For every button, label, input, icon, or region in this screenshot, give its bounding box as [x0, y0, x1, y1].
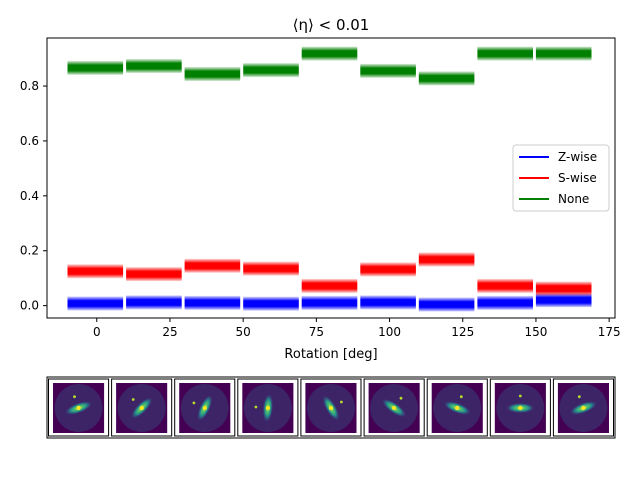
bar-s-wise-2: [184, 258, 241, 273]
galaxy-core: [139, 405, 144, 411]
star-dot: [518, 394, 522, 398]
galaxy-core: [518, 405, 523, 411]
bar-none-4: [301, 46, 358, 61]
thumbnail-strip-frame: [46, 376, 616, 439]
x-tick-label: 0: [93, 325, 101, 339]
x-axis-label: Rotation [deg]: [284, 347, 377, 362]
star-dot: [131, 398, 135, 401]
bar-z-wise-1: [126, 295, 182, 310]
rotation-thumbnail-strip: [46, 376, 616, 439]
bar-z-wise-3: [243, 296, 299, 311]
galaxy-thumbnail: [111, 378, 173, 437]
bar-s-wise-0: [67, 264, 124, 279]
bar-none-5: [360, 63, 416, 78]
galaxy-thumbnail: [174, 378, 236, 437]
x-tick-label: 175: [598, 325, 621, 339]
galaxy-thumbnail: [426, 378, 488, 437]
bar-s-wise-8: [535, 281, 592, 296]
star-dot: [254, 405, 258, 409]
y-axis: 0.0 0.2 0.4 0.6 0.8: [20, 79, 47, 313]
galaxy-thumbnail: [237, 378, 299, 437]
bar-none-1: [126, 59, 182, 73]
bar-z-wise-6: [418, 297, 475, 312]
legend-label-z-wise: Z-wise: [558, 150, 597, 164]
bar-s-wise-5: [360, 262, 416, 277]
bar-s-wise-1: [126, 267, 182, 282]
bar-none-2: [184, 67, 241, 81]
y-tick-label: 0.0: [20, 299, 39, 313]
y-tick-label: 0.6: [20, 134, 39, 148]
bar-z-wise-2: [184, 295, 241, 310]
star-dot: [577, 395, 581, 399]
bar-z-wise-7: [477, 295, 533, 310]
galaxy-thumbnail: [300, 378, 362, 437]
galaxy-thumbnail: [552, 378, 615, 437]
x-tick-label: 25: [162, 325, 177, 339]
bar-s-wise-4: [301, 278, 358, 293]
y-tick-label: 0.2: [20, 244, 39, 258]
legend-box: [512, 144, 610, 212]
bar-none-0: [67, 60, 124, 75]
star-dot: [399, 396, 403, 400]
y-tick-label: 0.8: [20, 79, 39, 93]
y-tick-label: 0.4: [20, 189, 39, 203]
bar-none-3: [243, 63, 299, 78]
star-dot: [459, 395, 463, 399]
plot-frame: [46, 37, 616, 319]
galaxy-thumbnail: [363, 378, 425, 437]
x-tick-label: 75: [309, 325, 324, 339]
x-tick-label: 150: [524, 325, 547, 339]
bar-z-wise-8: [535, 293, 592, 308]
legend: Z-wise S-wise None: [512, 144, 610, 212]
bar-none-8: [535, 46, 592, 61]
legend-label-s-wise: S-wise: [558, 171, 597, 185]
galaxy-core: [581, 405, 586, 411]
galaxy-thumbnail: [48, 378, 110, 437]
legend-label-none: None: [558, 192, 589, 206]
x-tick-label: 125: [451, 325, 474, 339]
bar-s-wise-7: [477, 278, 533, 293]
x-axis: 0 25 50 75 100 125 150 175: [93, 318, 621, 339]
bar-s-wise-6: [418, 252, 475, 267]
bar-none-6: [418, 71, 475, 86]
plot-area: [67, 46, 592, 312]
galaxy-core: [391, 405, 397, 411]
galaxy-core: [328, 405, 334, 411]
galaxy-core: [76, 405, 81, 411]
bar-z-wise-5: [360, 295, 416, 310]
galaxy-core: [265, 405, 271, 411]
star-dot: [73, 395, 76, 399]
galaxy-thumbnail: [489, 378, 551, 437]
bar-z-wise-4: [301, 295, 358, 310]
bar-s-wise-3: [243, 261, 299, 276]
x-tick-label: 100: [378, 325, 401, 339]
galaxy-core: [202, 405, 207, 411]
chart-title: ⟨η⟩ < 0.01: [293, 16, 370, 34]
star-dot: [192, 401, 196, 405]
bar-z-wise-0: [67, 296, 124, 311]
x-tick-label: 50: [236, 325, 251, 339]
star-dot: [340, 400, 343, 404]
galaxy-core: [455, 405, 460, 411]
bar-none-7: [477, 46, 533, 61]
